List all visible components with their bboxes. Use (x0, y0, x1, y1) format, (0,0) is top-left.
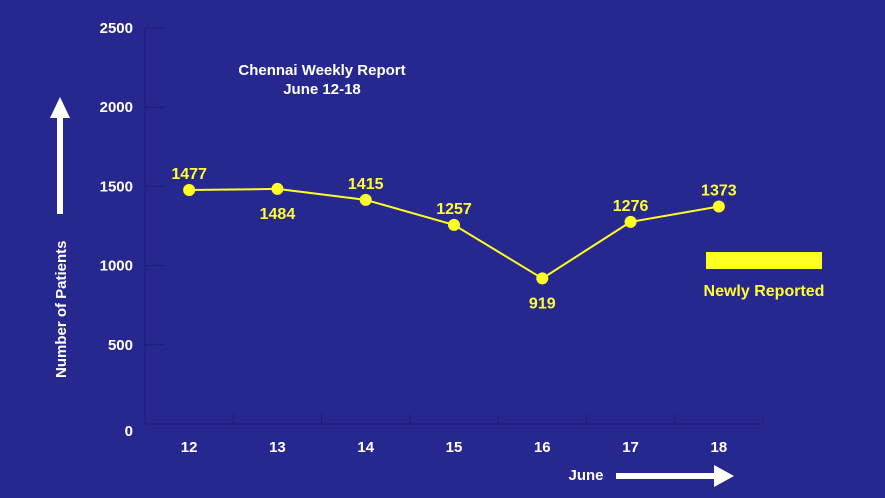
data-point (536, 272, 549, 285)
data-point (183, 184, 196, 197)
chart-subtitle: June 12-18 (283, 81, 361, 98)
x-tick-label: 18 (711, 439, 728, 456)
y-axis-arrow (50, 97, 70, 214)
y-axis-label: Number of Patients (53, 240, 70, 378)
data-point (448, 218, 460, 231)
data-label: 1477 (171, 166, 207, 183)
series-newly-reported: 1477 1484 1415 1257 919 1276 1373 (171, 166, 736, 312)
x-tick-label: 17 (622, 439, 639, 456)
data-label: 1484 (260, 206, 296, 223)
data-label: 1415 (348, 176, 384, 193)
x-tick-label: 16 (534, 439, 551, 456)
x-tick-label: 13 (269, 439, 286, 456)
legend-label: Newly Reported (704, 283, 825, 300)
data-label: 1257 (436, 201, 472, 218)
data-point (271, 182, 284, 195)
y-tick-label: 1500 (100, 178, 133, 195)
data-label: 1373 (701, 183, 737, 200)
x-tick-label: 15 (446, 439, 463, 456)
data-point (712, 200, 725, 213)
y-tick-label: 0 (125, 423, 133, 440)
chart-title: Chennai Weekly Report (238, 62, 405, 79)
data-label: 1276 (613, 198, 649, 215)
x-tick-label: 14 (357, 439, 374, 456)
data-point (359, 193, 372, 206)
data-point (624, 215, 637, 228)
y-tick-label: 2500 (100, 20, 133, 37)
legend: Newly Reported (704, 252, 825, 300)
x-axis-arrow (616, 465, 734, 487)
data-label: 919 (529, 295, 556, 312)
legend-swatch (706, 252, 822, 269)
y-tick-label: 500 (108, 337, 133, 354)
y-tick-label: 2000 (100, 99, 133, 116)
y-tick-label: 1000 (100, 258, 133, 275)
x-tick-label: 12 (181, 439, 198, 456)
x-axis-label: June (568, 467, 603, 484)
